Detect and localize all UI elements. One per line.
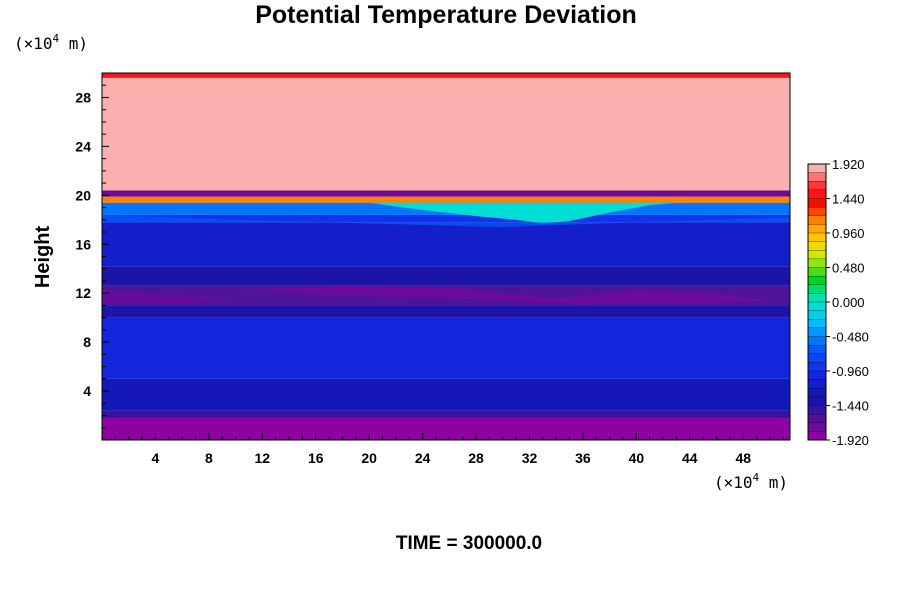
field-band	[102, 73, 790, 78]
colorbar-cell	[807, 275, 827, 286]
colorbar-cell	[807, 422, 827, 432]
y-tick-label: 20	[75, 187, 91, 203]
x-tick-label: 12	[255, 450, 271, 466]
colorbar-tick-label: 0.960	[832, 226, 865, 241]
colorbar-cell	[807, 353, 827, 363]
x-axis-unit: (×104 m)	[714, 471, 788, 492]
colorbar-cell	[807, 215, 827, 225]
x-axis-ticks: 4 8 12 16 20 24 28 32 36 40 44 48	[114, 433, 784, 466]
colorbar-cell	[807, 405, 827, 415]
colorbar-cell	[807, 241, 827, 251]
colorbar-cell	[807, 189, 827, 199]
colorbar-cell	[807, 319, 827, 329]
colorbar-cell	[807, 284, 827, 294]
colorbar-cell	[807, 198, 827, 208]
colorbar-cell	[807, 362, 827, 372]
field-features	[102, 202, 790, 305]
y-tick-label: 16	[75, 236, 91, 252]
colorbar-tick-label: 1.920	[832, 157, 865, 172]
x-unit-exponent: 4	[753, 471, 760, 484]
x-unit-prefix: (×10	[714, 473, 753, 492]
field-band	[102, 305, 790, 318]
colorbar-tick-label: 1.440	[832, 192, 865, 207]
colorbar-cells	[807, 163, 827, 441]
field-band	[102, 317, 790, 379]
colorbar-cell	[807, 301, 827, 312]
colorbar-cell	[807, 258, 827, 268]
field-patch	[102, 214, 790, 228]
y-axis-ticks: 4 8 12 16 20 24 28	[75, 84, 109, 429]
colorbar-tick-label: -0.480	[832, 330, 869, 345]
colorbar-cell	[807, 267, 827, 277]
y-tick-label: 28	[75, 89, 91, 105]
field-band	[102, 214, 790, 223]
x-tick-label: 32	[522, 450, 538, 466]
y-axis-label: Height	[32, 226, 54, 289]
field-patch	[369, 202, 677, 224]
field-band	[102, 77, 790, 191]
colorbar-cell	[807, 388, 827, 398]
field-band	[102, 190, 790, 197]
colorbar-cell	[807, 163, 827, 174]
field-band	[102, 222, 790, 267]
x-unit-suffix: m)	[759, 473, 788, 492]
colorbar-cell	[807, 336, 827, 346]
y-unit-exponent: 4	[53, 32, 60, 45]
field-band	[102, 196, 790, 203]
colorbar-cell	[807, 431, 827, 441]
x-tick-label: 20	[361, 450, 377, 466]
x-tick-label: 28	[468, 450, 484, 466]
y-unit-suffix: m)	[59, 34, 88, 53]
field-band	[102, 266, 790, 286]
colorbar-ticks: 1.920 1.440 0.960 0.480 0.000 -0.480 -0.960 -1.…	[826, 157, 869, 448]
colorbar-tick-label: -1.440	[832, 399, 869, 414]
colorbar-cell	[807, 181, 827, 191]
colorbar-cell	[807, 172, 827, 182]
colorbar-cell	[807, 370, 827, 381]
colorbar-tick-label: 0.480	[832, 261, 865, 276]
x-tick-label: 40	[629, 450, 645, 466]
colorbar-tick-label: -1.920	[832, 433, 869, 448]
colorbar-cell	[807, 379, 827, 389]
x-tick-label: 8	[205, 450, 213, 466]
colorbar-cell	[807, 327, 827, 337]
field-band	[102, 378, 790, 411]
y-tick-label: 24	[75, 138, 91, 154]
colorbar-cell	[807, 344, 827, 355]
field-bands	[102, 73, 790, 440]
colorbar-cell	[807, 396, 827, 406]
colorbar: 1.920 1.440 0.960 0.480 0.000 -0.480 -0.960 -1.…	[807, 157, 869, 448]
colorbar-cell	[807, 250, 827, 260]
time-label: TIME = 300000.0	[396, 533, 542, 554]
chart-title: Potential Temperature Deviation	[255, 1, 637, 29]
colorbar-cell	[807, 206, 827, 217]
x-tick-label: 4	[152, 450, 160, 466]
x-tick-label: 16	[308, 450, 324, 466]
x-tick-label: 36	[575, 450, 591, 466]
colorbar-tick-label: -0.960	[832, 364, 869, 379]
x-tick-label: 24	[415, 450, 431, 466]
colorbar-cell	[807, 310, 827, 320]
field-patch	[102, 289, 236, 305]
colorbar-tick-label: 0.000	[832, 295, 865, 310]
x-tick-label: 48	[735, 450, 751, 466]
y-tick-label: 12	[75, 285, 91, 301]
colorbar-cell	[807, 232, 827, 243]
y-tick-label: 4	[83, 383, 91, 399]
x-tick-label: 44	[682, 450, 698, 466]
colorbar-cell	[807, 224, 827, 234]
colorbar-cell	[807, 293, 827, 303]
y-axis-unit: (×104 m)	[14, 32, 88, 53]
colorbar-cell	[807, 413, 827, 424]
field-patch	[235, 285, 771, 305]
y-tick-label: 8	[83, 334, 91, 350]
field-band	[102, 417, 790, 440]
field-band	[102, 410, 790, 418]
y-unit-prefix: (×10	[14, 34, 53, 53]
